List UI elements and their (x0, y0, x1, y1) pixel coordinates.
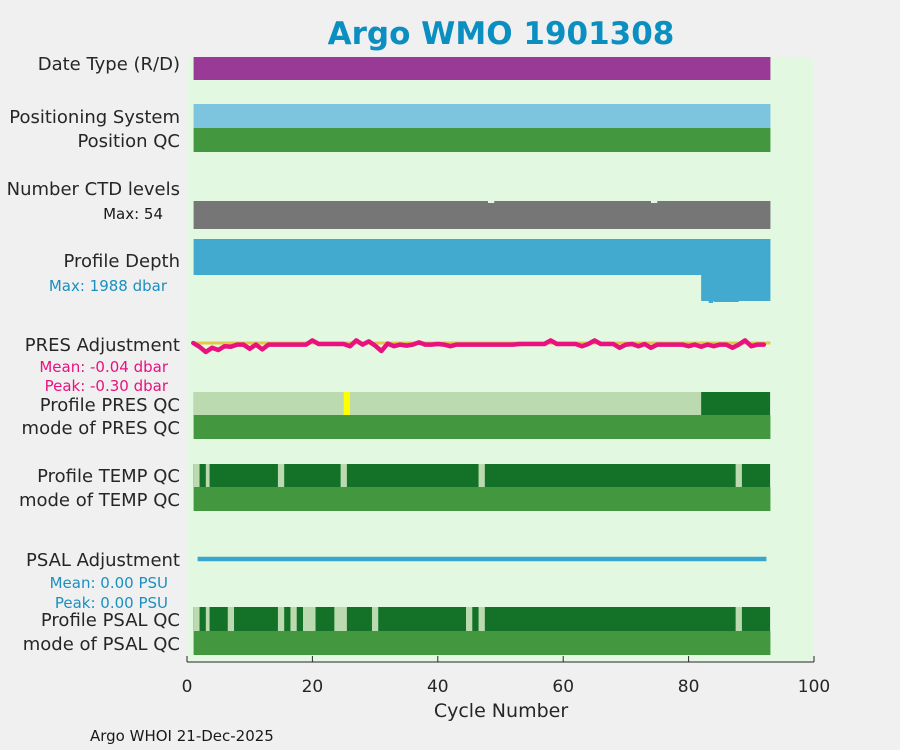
profile-psal-qc-segment-10 (478, 607, 485, 631)
profile-psal-qc-segment-3 (227, 607, 235, 631)
x-tick-label-60: 60 (552, 677, 574, 697)
pres-mean-label: Mean: -0.04 dbar (39, 358, 169, 376)
mode-pres-qc-bar (193, 415, 771, 439)
positioning-system-bar (193, 104, 771, 128)
x-tick-label-80: 80 (678, 677, 700, 697)
row-label-mode-pres-qc: mode of PRES QC (22, 418, 180, 439)
x-tick-label-100: 100 (798, 677, 830, 697)
profile-temp-qc-segment-3 (277, 464, 285, 487)
x-axis: 0 20 40 60 80 100 (182, 656, 830, 697)
profile-psal-qc-segment-8 (371, 607, 379, 631)
ctd-max-label: Max: 54 (103, 205, 163, 223)
depth-max-label: Max: 1988 dbar (49, 277, 168, 295)
ctd-level-dip-1 (650, 201, 658, 203)
row-label-profile-depth: Profile Depth (63, 251, 180, 272)
row-label-mode-temp-qc: mode of TEMP QC (19, 490, 180, 511)
row-label-profile-pres-qc: Profile PRES QC (40, 395, 180, 416)
profile-psal-qc-segment-7 (334, 607, 347, 631)
row-label-profile-temp-qc: Profile TEMP QC (37, 466, 180, 487)
x-tick-label-40: 40 (427, 677, 449, 697)
row-label-pres-adjustment: PRES Adjustment (25, 335, 180, 356)
ctd-level-dip-0 (487, 201, 495, 203)
psal-mean-label: Mean: 0.00 PSU (50, 574, 168, 592)
psal-peak-label: Peak: 0.00 PSU (55, 594, 168, 612)
profile-depth-notch-2 (713, 301, 739, 302)
position-qc-bar (193, 128, 771, 152)
profile-temp-qc-segment-4 (340, 464, 347, 487)
row-label-psal-adjustment: PSAL Adjustment (26, 550, 180, 571)
profile-depth-deep-section (701, 275, 771, 301)
x-tick-label-0: 0 (182, 677, 193, 697)
footer-credit: Argo WHOI 21-Dec-2025 (90, 727, 274, 745)
profile-psal-qc-segment-1 (193, 607, 200, 631)
date-type-bar (193, 57, 771, 80)
profile-temp-qc-segment-6 (735, 464, 742, 487)
row-label-date-type: Date Type (R/D) (38, 54, 180, 75)
x-axis-label: Cycle Number (434, 700, 568, 722)
row-label-position-qc: Position QC (77, 131, 180, 152)
row-label-mode-psal-qc: mode of PSAL QC (23, 634, 180, 655)
profile-temp-qc-segment-5 (478, 464, 485, 487)
profile-psal-qc-segment-2 (205, 607, 210, 631)
profile-temp-qc-segment-1 (193, 464, 200, 487)
profile-psal-qc-segment-4 (277, 607, 285, 631)
profile-psal-qc-segment-6 (302, 607, 316, 631)
ctd-levels-bar (193, 201, 771, 229)
mode-psal-qc-bar (193, 631, 771, 655)
profile-pres-qc-segment-0 (193, 392, 702, 415)
profile-psal-qc-segment-11 (735, 607, 742, 631)
profile-psal-qc-segment-5 (290, 607, 297, 631)
profile-depth-bar (193, 239, 771, 275)
profile-pres-qc-segment-1 (343, 392, 351, 415)
x-tick-label-20: 20 (302, 677, 324, 697)
profile-depth-notch (708, 301, 714, 303)
mode-temp-qc-bar (193, 487, 771, 511)
profile-pres-qc-segment-2 (701, 392, 771, 415)
pres-adjustment-line (191, 338, 767, 355)
row-label-profile-psal-qc: Profile PSAL QC (41, 610, 180, 631)
profile-temp-qc-segment-2 (205, 464, 210, 487)
pres-peak-label: Peak: -0.30 dbar (45, 377, 169, 395)
chart-title: Argo WMO 1901308 (328, 16, 675, 52)
row-label-number-ctd-levels: Number CTD levels (7, 179, 180, 200)
row-label-positioning-system: Positioning System (9, 107, 180, 128)
row-bars (191, 57, 771, 655)
profile-psal-qc-segment-9 (466, 607, 473, 631)
